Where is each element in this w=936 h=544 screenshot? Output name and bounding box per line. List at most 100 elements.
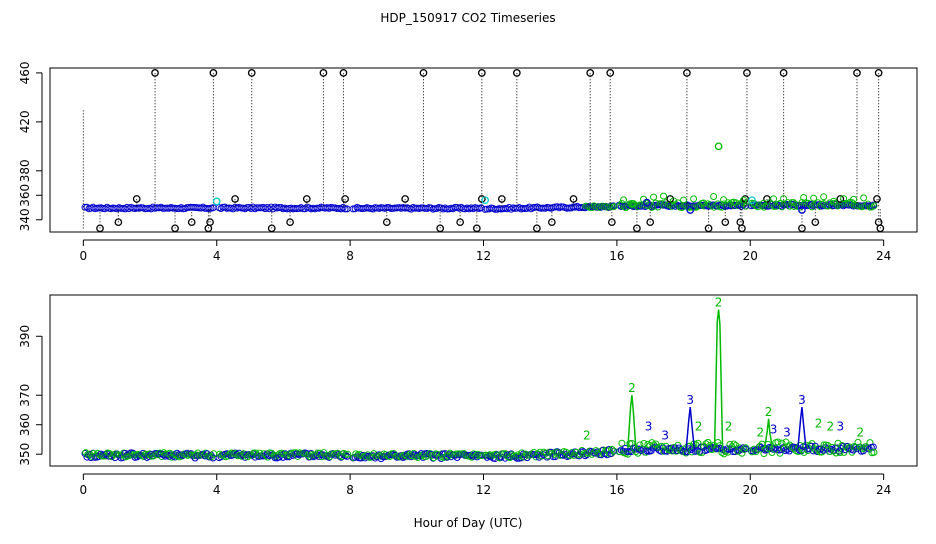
data-point <box>760 199 768 207</box>
cyan-point <box>481 196 490 205</box>
data-point <box>710 192 718 200</box>
y-tick-label: 360 <box>18 413 32 436</box>
outlier-point <box>683 69 691 77</box>
green-point <box>714 142 723 151</box>
point-label: 2 <box>815 417 823 431</box>
data-point <box>618 439 626 447</box>
outlier-point <box>472 224 481 233</box>
outlier-point <box>736 218 745 227</box>
y-tick-label: 420 <box>18 110 32 133</box>
data-point <box>690 195 698 203</box>
data-point <box>616 202 624 210</box>
outlier-point <box>548 218 556 227</box>
data-point <box>850 195 858 203</box>
outlier-point <box>873 195 881 203</box>
outlier-point <box>721 218 730 227</box>
x-tick-label: 4 <box>213 483 221 497</box>
outlier-point <box>608 218 616 227</box>
y-tick-label: 340 <box>18 208 32 231</box>
spike-line <box>627 395 637 449</box>
point-label: 3 <box>661 428 669 442</box>
outlier-point <box>231 195 239 203</box>
data-point <box>768 449 776 457</box>
x-tick-label: 24 <box>876 249 891 263</box>
spike-line <box>713 309 724 449</box>
outlier-point <box>836 195 845 203</box>
data-point <box>798 206 806 214</box>
outlier-point <box>704 224 713 233</box>
outlier-point <box>96 224 104 233</box>
outlier-point <box>114 218 123 227</box>
y-tick-label: 360 <box>18 184 32 207</box>
cyan-point <box>212 197 221 206</box>
data-point <box>518 449 526 457</box>
outlier-point <box>286 218 294 227</box>
data-point <box>408 452 416 460</box>
outlier-point <box>302 195 311 203</box>
outlier-point <box>401 195 409 203</box>
x-tick-label: 16 <box>609 483 624 497</box>
data-point <box>869 201 877 209</box>
outlier-point <box>419 69 428 77</box>
outlier-point <box>477 69 486 77</box>
x-tick-label: 12 <box>476 249 491 263</box>
data-point <box>623 447 631 455</box>
x-tick-label: 20 <box>743 249 758 263</box>
outlier-point <box>497 195 506 203</box>
x-tick-label: 12 <box>476 483 491 497</box>
point-label: 2 <box>695 420 703 434</box>
x-tick-label: 20 <box>743 483 758 497</box>
outlier-point <box>477 195 486 203</box>
outlier-point <box>874 218 883 227</box>
outlier-point <box>206 218 214 227</box>
y-tick-label: 460 <box>18 61 32 84</box>
y-tick-label: 350 <box>18 443 32 466</box>
data-point <box>741 445 749 453</box>
point-label: 2 <box>856 426 864 440</box>
outlier-point <box>132 195 141 203</box>
spike-label: 3 <box>686 393 694 407</box>
x-tick-label: 8 <box>346 483 354 497</box>
outlier-point <box>187 218 196 227</box>
data-point <box>608 445 616 453</box>
y-tick-label: 370 <box>18 384 32 407</box>
spike-label: 2 <box>765 405 773 419</box>
chart-title: HDP_150917 CO2 Timeseries <box>380 11 555 25</box>
data-point <box>670 197 678 205</box>
data-point <box>720 196 728 204</box>
data-point <box>119 453 127 461</box>
data-point <box>818 448 826 456</box>
data-point <box>870 448 878 456</box>
data-point <box>262 451 270 459</box>
data-point <box>605 446 613 454</box>
data-point <box>700 199 708 207</box>
outlier-point <box>456 218 465 227</box>
data-point <box>316 449 324 457</box>
data-point <box>838 441 846 449</box>
outlier-point <box>779 69 788 77</box>
outlier-point <box>512 69 521 77</box>
point-label: 2 <box>826 420 834 434</box>
data-point <box>816 448 824 456</box>
data-point <box>830 197 838 205</box>
outlier-point <box>341 195 349 203</box>
data-point <box>834 439 842 447</box>
green-point <box>628 200 636 208</box>
x-tick-label: 16 <box>609 249 624 263</box>
cyan-point <box>748 196 756 205</box>
outlier-point <box>319 69 328 77</box>
top-panel: 04812162024340380420460360approx. ppm <box>18 61 918 263</box>
data-point <box>770 195 778 203</box>
data-point <box>800 194 808 202</box>
spike-line <box>763 418 774 449</box>
outlier-point <box>533 224 541 233</box>
spike-line <box>797 406 807 449</box>
data-point <box>680 196 688 204</box>
data-point <box>620 196 628 204</box>
point-label: 2 <box>725 420 733 434</box>
data-point <box>840 195 848 203</box>
data-point <box>776 449 784 457</box>
data-point <box>737 445 745 453</box>
